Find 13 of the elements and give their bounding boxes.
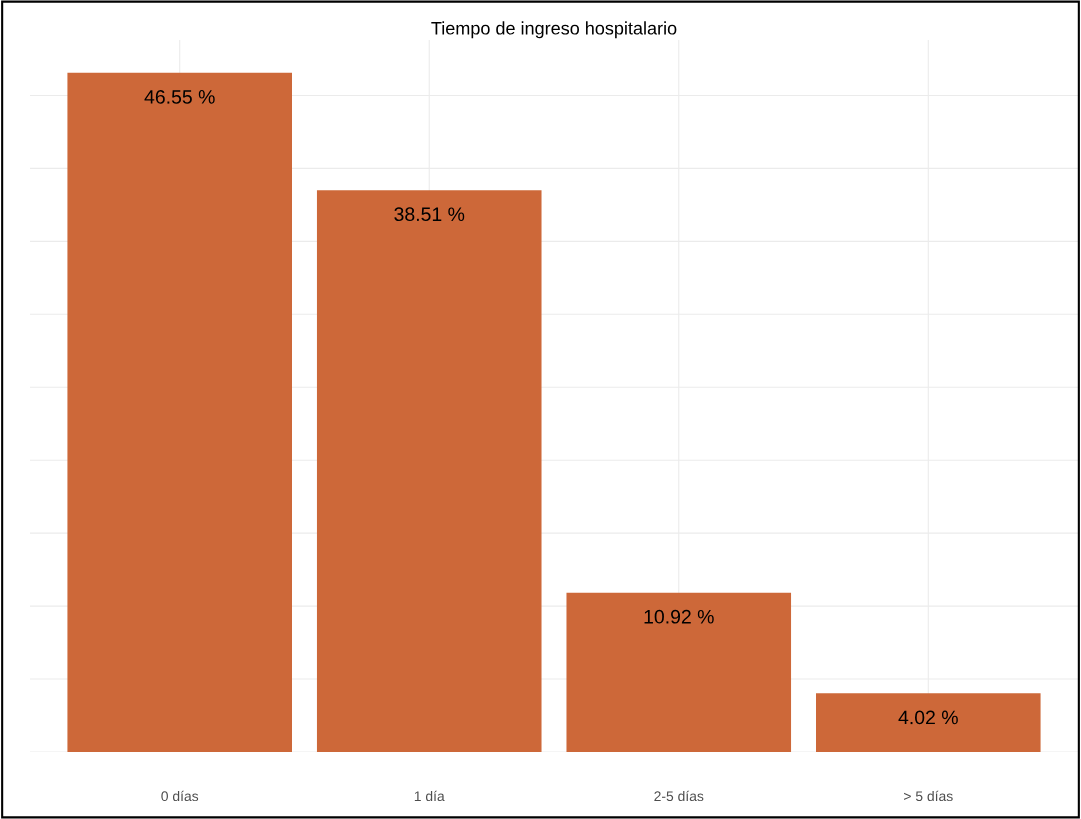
x-tick-label: 2-5 días <box>654 790 704 802</box>
x-tick-label: 0 días <box>161 790 199 802</box>
data-label: 4.02 % <box>898 710 958 725</box>
bar <box>816 693 1041 752</box>
data-label: 38.51 % <box>394 207 465 222</box>
data-label: 46.55 % <box>144 90 215 104</box>
data-label: 10.92 % <box>644 609 714 624</box>
chart-title: Tiempo de ingreso hospitalario <box>431 21 677 39</box>
x-tick-label: > 5 días <box>904 790 953 802</box>
bar <box>316 190 542 752</box>
bar <box>566 592 792 752</box>
bar <box>67 72 292 752</box>
x-tick-label: 1 día <box>414 790 445 802</box>
